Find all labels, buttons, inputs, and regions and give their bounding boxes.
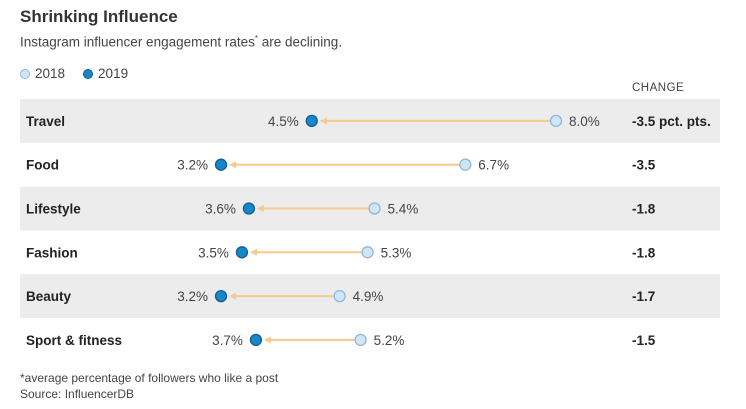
change-column-header: CHANGE	[632, 82, 685, 94]
category-label: Fashion	[26, 245, 78, 260]
legend-label-2018: 2018	[35, 66, 66, 81]
dot-2019	[249, 333, 263, 347]
dot-2018	[368, 202, 381, 215]
footnote-block: *average percentage of followers who lik…	[20, 370, 278, 402]
legend-swatch-2019	[83, 68, 94, 79]
change-arrow-head	[263, 336, 271, 344]
change-value: -3.5 pct. pts.	[632, 114, 711, 129]
category-label: Sport & fitness	[26, 333, 122, 348]
legend-label-2019: 2019	[98, 66, 129, 81]
value-label-2018: 4.9%	[353, 289, 384, 304]
value-label-2019: 3.7%	[212, 333, 243, 348]
legend-swatch-2018	[20, 68, 30, 79]
dot-2018	[549, 114, 563, 128]
category-label: Beauty	[26, 289, 72, 304]
source-note: Source: InfluencerDB	[20, 387, 135, 401]
change-arrow-head	[249, 248, 257, 256]
dot-2019	[214, 158, 228, 171]
row-band	[20, 274, 720, 318]
change-value: -1.8	[632, 202, 656, 217]
category-label: Lifestyle	[26, 202, 81, 217]
value-label-2018: 5.3%	[381, 245, 412, 260]
chart-title: Shrinking Influence	[20, 7, 178, 26]
change-value: -1.5	[632, 333, 656, 348]
dot-2019	[214, 289, 228, 303]
subtitle-tail: are declining.	[258, 34, 343, 50]
subtitle-footnote-mark: *	[254, 34, 259, 43]
dot-2018	[459, 158, 472, 171]
value-label-2018: 5.4%	[388, 202, 419, 217]
change-arrow-head	[256, 205, 264, 212]
value-label-2018: 6.7%	[478, 158, 509, 173]
change-value: -1.7	[632, 289, 655, 304]
value-label-2019: 3.2%	[177, 158, 208, 173]
value-label-2018: 8.0%	[569, 114, 600, 129]
value-label-2019: 3.2%	[177, 289, 208, 304]
change-value: -3.5	[632, 158, 656, 173]
value-label-2019: 4.5%	[268, 114, 299, 129]
dot-2018	[361, 246, 374, 259]
dot-2019	[242, 202, 256, 215]
legend: 2018 2019	[20, 66, 128, 81]
category-label: Food	[26, 158, 59, 173]
change-value: -1.8	[632, 245, 656, 260]
legend-item-2018: 2018	[20, 66, 65, 81]
change-arrow-head	[229, 292, 236, 300]
dot-2018	[354, 333, 367, 347]
dot-2019	[305, 114, 318, 128]
category-label: Travel	[26, 114, 65, 129]
legend-item-2019: 2019	[83, 66, 128, 81]
change-arrow-head	[319, 117, 327, 125]
dot-2019	[235, 246, 249, 259]
change-arrow-head	[229, 161, 236, 169]
footnote: *average percentage of followers who lik…	[20, 371, 279, 385]
chart-subtitle: Instagram influencer engagement rates* a…	[20, 34, 342, 50]
dot-2018	[333, 289, 346, 303]
value-label-2018: 5.2%	[374, 333, 405, 348]
value-label-2019: 3.6%	[205, 202, 236, 217]
subtitle-text: Instagram influencer engagement rates	[20, 34, 255, 50]
value-label-2019: 3.5%	[198, 245, 229, 260]
